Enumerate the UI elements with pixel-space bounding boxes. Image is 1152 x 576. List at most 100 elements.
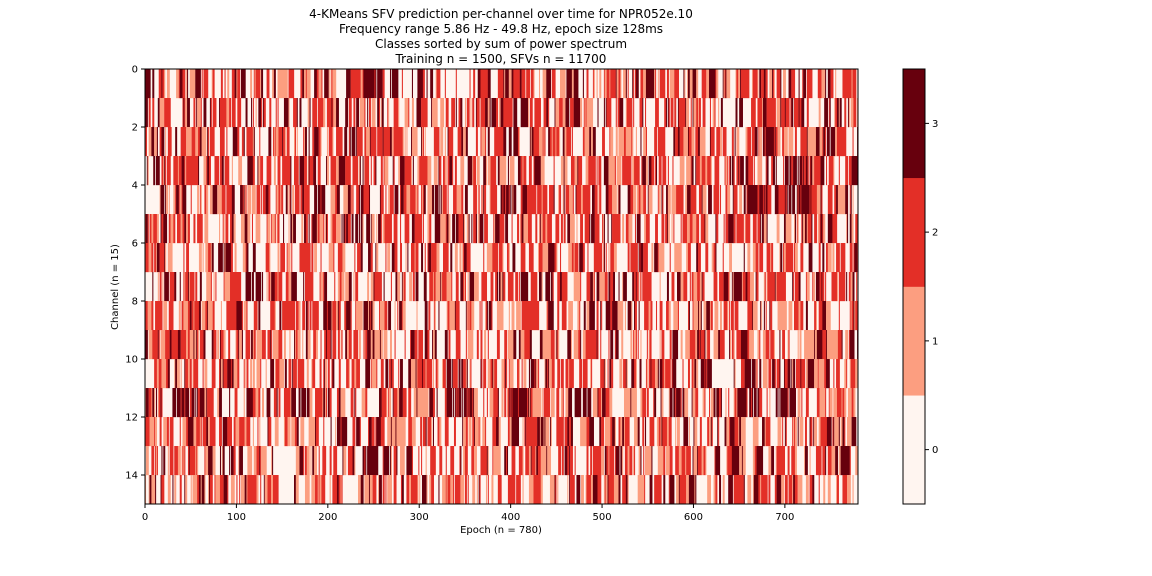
heatmap-cell	[506, 243, 509, 273]
heatmap-cell	[591, 214, 595, 244]
heatmap-cell	[266, 214, 268, 244]
heatmap-cell	[356, 98, 360, 128]
heatmap-cell	[578, 156, 583, 186]
heatmap-cell	[610, 301, 613, 331]
heatmap-cell	[201, 301, 206, 331]
heatmap-cell	[570, 330, 573, 360]
heatmap-cell	[640, 446, 642, 476]
heatmap-cell	[542, 69, 547, 99]
heatmap-cell	[197, 98, 201, 128]
heatmap-cell	[798, 272, 801, 302]
heatmap-cell	[698, 301, 700, 331]
heatmap-cell	[417, 359, 423, 389]
heatmap-cell	[473, 214, 477, 244]
heatmap-cell	[429, 214, 432, 244]
heatmap-cell	[809, 417, 811, 447]
heatmap-cell	[169, 272, 175, 302]
heatmap-cell	[265, 243, 270, 273]
heatmap-cell	[410, 185, 416, 215]
heatmap-cell	[220, 359, 223, 389]
heatmap-cell	[276, 214, 278, 244]
heatmap-cell	[561, 301, 567, 331]
heatmap-cell	[461, 127, 464, 157]
heatmap-cell	[663, 446, 666, 476]
heatmap-cell	[554, 475, 556, 505]
heatmap-cell	[485, 417, 487, 447]
heatmap-cell	[763, 69, 766, 99]
heatmap-cell	[151, 388, 153, 418]
heatmap-cell	[757, 388, 760, 418]
heatmap-cell	[496, 330, 500, 360]
heatmap-cell	[711, 243, 714, 273]
heatmap-cell	[202, 359, 204, 389]
heatmap-cell	[676, 475, 679, 505]
heatmap-cell	[184, 214, 187, 244]
heatmap-cell	[596, 301, 599, 331]
heatmap-cell	[757, 214, 761, 244]
heatmap-cell	[219, 359, 222, 389]
heatmap-cell	[780, 69, 782, 99]
heatmap-cell	[549, 127, 552, 157]
heatmap-cell	[401, 301, 403, 331]
heatmap-cell	[325, 214, 328, 244]
heatmap-cell	[340, 330, 342, 360]
heatmap-cell	[363, 301, 369, 331]
heatmap-cell	[266, 156, 272, 186]
heatmap-cell	[363, 185, 370, 215]
heatmap-cell	[805, 272, 807, 302]
heatmap-cell	[382, 69, 385, 99]
heatmap-cell	[481, 359, 483, 389]
heatmap-cell	[677, 417, 680, 447]
heatmap-cell	[503, 69, 505, 99]
heatmap-cell	[589, 214, 591, 244]
colorbar-segment	[903, 395, 925, 505]
heatmap-cell	[213, 330, 217, 360]
heatmap-cell	[273, 127, 275, 157]
heatmap-cell	[294, 417, 297, 447]
heatmap-cell	[832, 214, 838, 244]
heatmap-cell	[538, 127, 543, 157]
heatmap-cell	[731, 330, 734, 360]
heatmap-cell	[717, 417, 719, 447]
heatmap-cell	[807, 214, 812, 244]
heatmap-cell	[387, 98, 389, 128]
heatmap-cell	[308, 156, 310, 186]
heatmap-cell	[503, 98, 513, 128]
heatmap-cell	[310, 446, 312, 476]
heatmap-cell	[656, 417, 659, 447]
heatmap-cell	[658, 417, 661, 447]
heatmap-cell	[815, 330, 818, 360]
heatmap-cell	[434, 301, 436, 331]
heatmap-cell	[263, 98, 266, 128]
heatmap-cell	[806, 98, 809, 128]
heatmap-cell	[586, 69, 589, 99]
heatmap-cell	[427, 214, 430, 244]
heatmap-cell	[621, 330, 624, 360]
heatmap-cell	[782, 330, 786, 360]
heatmap-cell	[308, 417, 316, 447]
heatmap-cell	[193, 214, 196, 244]
heatmap-cell	[145, 446, 149, 476]
heatmap-cell	[490, 359, 493, 389]
heatmap-cell	[397, 301, 399, 331]
heatmap-cell	[242, 185, 244, 215]
heatmap-cell	[794, 243, 798, 273]
heatmap-cell	[161, 69, 163, 99]
heatmap-cell	[376, 214, 378, 244]
heatmap-cell	[602, 388, 606, 418]
heatmap-cell	[546, 301, 548, 331]
heatmap-cell	[612, 417, 615, 447]
heatmap-cell	[844, 388, 847, 418]
heatmap-cell	[299, 98, 302, 128]
heatmap-cell	[490, 272, 494, 302]
heatmap-cell	[812, 156, 815, 186]
heatmap-cell	[830, 127, 836, 157]
heatmap-cell	[415, 243, 419, 273]
heatmap-cell	[672, 359, 677, 389]
heatmap-cell	[307, 98, 310, 128]
heatmap-cell	[350, 301, 352, 331]
heatmap-cell	[330, 417, 332, 447]
heatmap-cell	[300, 417, 305, 447]
heatmap-cell	[573, 272, 581, 302]
heatmap-cell	[826, 243, 828, 273]
